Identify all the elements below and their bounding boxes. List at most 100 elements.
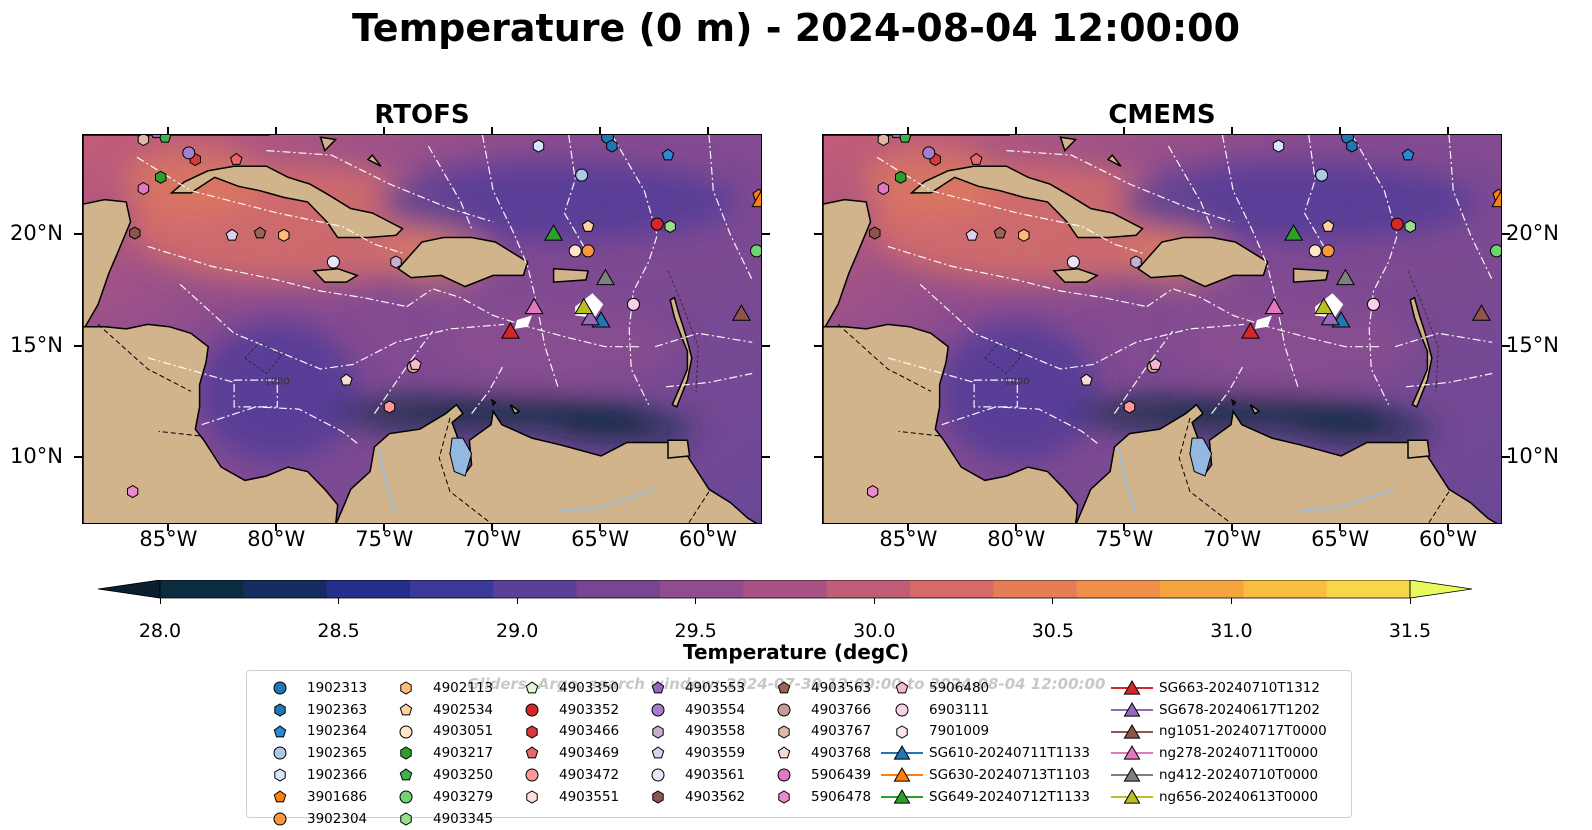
marker-4903352[interactable] <box>1390 217 1404 231</box>
marker-ng278[interactable] <box>524 297 544 315</box>
marker-ng1051[interactable] <box>731 304 751 321</box>
legend-marker-triangle[interactable] <box>893 788 911 804</box>
marker-5906439[interactable] <box>137 181 150 196</box>
marker-ng278[interactable] <box>1264 297 1284 315</box>
marker-4903561[interactable] <box>1066 255 1080 269</box>
marker-4903561[interactable] <box>326 255 340 269</box>
marker-6903111[interactable] <box>1366 297 1380 311</box>
marker-1902366[interactable] <box>532 139 545 153</box>
marker-4903469[interactable] <box>230 152 243 165</box>
marker-sg649[interactable] <box>544 224 564 241</box>
marker-ng412[interactable] <box>595 268 615 286</box>
marker-1902365[interactable] <box>575 168 589 182</box>
marker-5906439[interactable] <box>877 181 890 196</box>
marker-5906478[interactable] <box>867 485 879 499</box>
marker-1902366[interactable] <box>1272 139 1285 153</box>
marker-4903558[interactable] <box>390 255 402 269</box>
map-panel-rtofs[interactable]: 1000 <box>82 134 762 524</box>
legend-marker-circle[interactable] <box>895 703 909 717</box>
legend-marker-hexagon[interactable] <box>896 724 908 739</box>
marker-sg649[interactable] <box>1284 224 1304 241</box>
marker-4903554[interactable] <box>182 146 196 160</box>
legend-marker-pentagon[interactable] <box>777 746 791 759</box>
legend-marker-circle[interactable] <box>777 703 791 717</box>
marker-4903559[interactable] <box>225 228 239 241</box>
legend-marker-triangle[interactable] <box>1123 701 1141 717</box>
marker-4903051[interactable] <box>568 244 582 258</box>
legend-marker-pentagon[interactable] <box>399 703 413 716</box>
marker-4903217[interactable] <box>155 170 167 184</box>
marker-4903551[interactable] <box>383 400 396 414</box>
legend-marker-triangle[interactable] <box>1123 745 1141 760</box>
marker-sg630[interactable] <box>751 190 762 208</box>
legend-marker-triangle[interactable] <box>893 767 911 782</box>
marker-4903562[interactable] <box>129 226 141 240</box>
legend-marker-pentagon[interactable] <box>399 768 413 781</box>
marker-ng412[interactable] <box>1335 268 1355 286</box>
legend-marker-triangle[interactable] <box>1123 767 1141 782</box>
marker-4903553[interactable] <box>891 135 902 139</box>
marker-4903559[interactable] <box>965 228 979 241</box>
legend-marker-circle[interactable] <box>399 790 413 804</box>
marker-4903352[interactable] <box>650 217 664 231</box>
legend-marker-hexagon[interactable] <box>778 790 790 804</box>
marker-4902113[interactable] <box>1018 228 1030 242</box>
marker-4903563[interactable] <box>993 226 1007 239</box>
marker-4902113[interactable] <box>278 228 290 242</box>
marker-4903562[interactable] <box>869 226 881 240</box>
legend-marker-triangle[interactable] <box>893 745 911 760</box>
marker-4903553[interactable] <box>151 135 162 139</box>
marker-4903217[interactable] <box>895 170 907 184</box>
legend-marker-hexagon[interactable] <box>400 812 412 826</box>
legend-marker-pentagon[interactable] <box>273 724 287 737</box>
marker-1902364[interactable] <box>1401 148 1415 161</box>
legend-marker-circle[interactable] <box>525 703 539 717</box>
marker-4903250[interactable] <box>158 135 172 143</box>
legend-marker-pentagon[interactable] <box>651 746 665 759</box>
legend-marker-pentagon[interactable] <box>895 681 909 694</box>
marker-4903469[interactable] <box>970 152 983 165</box>
marker-4903563[interactable] <box>253 226 267 239</box>
legend-marker-hexagon[interactable] <box>652 790 664 804</box>
legend-marker-pentagon[interactable] <box>525 746 539 759</box>
marker-4903554[interactable] <box>922 146 936 160</box>
legend-marker-hexagon[interactable] <box>400 681 412 695</box>
marker-4903279[interactable] <box>1490 244 1502 258</box>
marker-4903279[interactable] <box>750 244 762 258</box>
legend-marker-triangle[interactable] <box>1123 679 1141 695</box>
legend-marker-hexagon[interactable] <box>274 703 286 717</box>
marker-sg663[interactable] <box>500 322 520 339</box>
marker-1902365[interactable] <box>1315 168 1329 182</box>
legend-marker-hexagon[interactable] <box>526 790 538 804</box>
marker-5906478[interactable] <box>127 485 139 499</box>
legend-marker-circle[interactable] <box>273 681 287 695</box>
marker-ng656[interactable] <box>574 297 594 315</box>
legend-marker-circle[interactable] <box>525 768 539 782</box>
legend-marker-circle[interactable] <box>273 812 287 826</box>
legend-marker-pentagon[interactable] <box>777 681 791 694</box>
legend-marker-circle[interactable] <box>651 703 665 717</box>
marker-1902363[interactable] <box>1346 139 1358 153</box>
legend-marker-pentagon[interactable] <box>651 681 665 694</box>
legend-marker-pentagon[interactable] <box>525 681 539 694</box>
map-panel-cmems[interactable]: 1000 <box>822 134 1502 524</box>
legend-marker-hexagon[interactable] <box>526 724 538 739</box>
marker-4903551[interactable] <box>1123 400 1136 414</box>
marker-sg663[interactable] <box>1240 322 1260 339</box>
legend-marker-pentagon[interactable] <box>273 790 287 803</box>
marker-4903767[interactable] <box>877 135 890 147</box>
marker-1902363[interactable] <box>606 139 618 153</box>
marker-ng656[interactable] <box>1314 297 1334 315</box>
marker-4903345[interactable] <box>664 219 676 233</box>
legend-marker-triangle[interactable] <box>1123 788 1141 804</box>
legend-marker-hexagon[interactable] <box>778 724 790 739</box>
marker-4903250[interactable] <box>898 135 912 143</box>
marker-sg678[interactable] <box>580 308 600 326</box>
legend-marker-circle[interactable] <box>273 746 287 760</box>
marker-4903472[interactable] <box>1321 244 1335 258</box>
legend-marker-circle[interactable] <box>651 768 665 782</box>
marker-5906480[interactable] <box>409 357 422 370</box>
marker-ng1051[interactable] <box>1471 304 1491 321</box>
marker-sg678[interactable] <box>1320 308 1340 326</box>
marker-6903111[interactable] <box>626 297 640 311</box>
